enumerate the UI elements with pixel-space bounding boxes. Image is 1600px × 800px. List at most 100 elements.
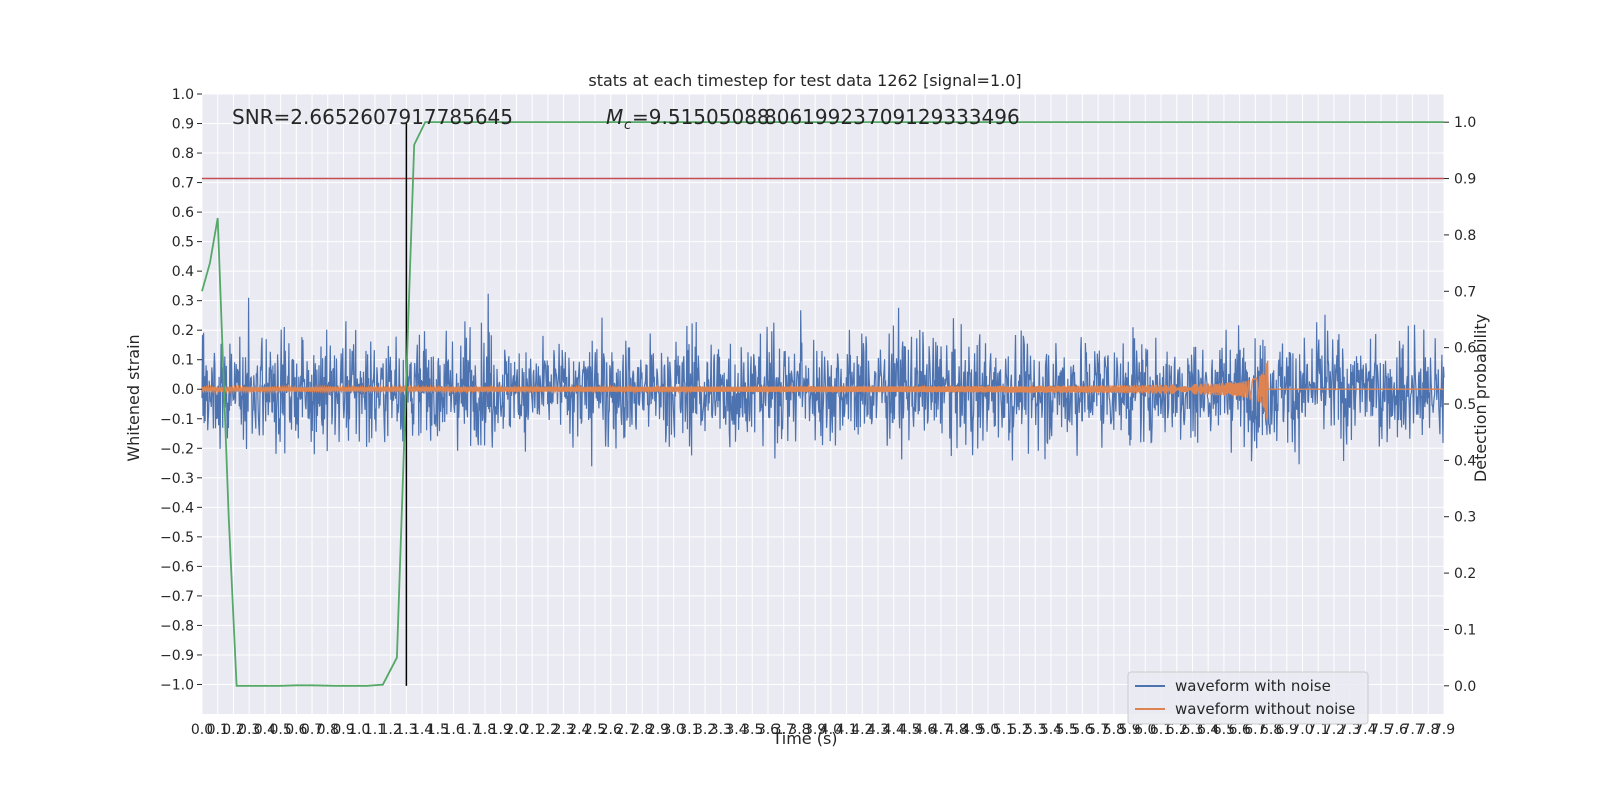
x-tick-label: 5.3 [1024,722,1046,738]
x-tick-label: 5.9 [1118,722,1140,738]
mc-value-b: 80619923 [764,105,866,129]
x-tick-label: 7.1 [1307,722,1329,738]
y-tick-label-left: −0.7 [160,589,194,605]
x-tick-label: 6.5 [1213,722,1235,738]
x-tick-label: 1.5 [427,722,449,738]
x-tick-label: 4.5 [898,722,920,738]
y-tick-label-right: 0.8 [1454,228,1476,244]
right-y-axis-label: Detection probability [1471,314,1490,482]
y-tick-label-right: 0.7 [1454,284,1476,300]
clean-waveform [201,360,1444,419]
x-tick-label: 3.7 [773,722,795,738]
x-tick-label: 5.1 [993,722,1015,738]
x-tick-label: 5.7 [1087,722,1109,738]
y-tick-label-left: −0.5 [160,530,194,546]
x-tick-label: 2.8 [631,722,653,738]
x-tick-label: 3.0 [663,722,685,738]
x-tick-label: 6.2 [1166,722,1188,738]
x-tick-label: 5.4 [1040,722,1062,738]
x-tick-label: 7.7 [1401,722,1423,738]
x-tick-label: 2.3 [552,722,574,738]
x-tick-label: 0.2 [222,722,244,738]
y-tick-label-right: 0.3 [1454,510,1476,526]
x-tick-label: 1.4 [411,722,433,738]
mc-symbol: M [606,105,623,129]
x-tick-label: 2.4 [568,722,590,738]
x-tick-label: 4.0 [820,722,842,738]
x-tick-label: 7.8 [1417,722,1439,738]
y-tick-label-right: 0.2 [1454,566,1476,582]
snr-annotation: SNR=2.6652607917785645 [232,105,513,129]
y-tick-label-left: −0.6 [160,559,194,575]
mc-subscript: c [624,118,631,133]
y-tick-label-right: 0.4 [1454,453,1476,469]
left-y-axis-ticks: 1.0 0.9 0.8 0.7 0.6 0.5 0.4 0.3 0.2 0.1 0.0 −0.1 −0.… [160,87,202,693]
x-tick-label: 1.1 [364,722,386,738]
x-tick-label: 0.7 [301,722,323,738]
noise-waveform-line [201,293,1445,467]
y-tick-label-right: 0.6 [1454,341,1476,357]
x-tick-label: 3.9 [804,722,826,738]
x-tick-label: 4.6 [914,722,936,738]
y-tick-label-left: −0.4 [160,500,194,516]
x-tick-label: 4.4 [883,722,905,738]
y-tick-label-left: −0.8 [160,618,194,634]
x-tick-label: 6.0 [1134,722,1156,738]
x-tick-label: 7.0 [1291,722,1313,738]
x-tick-label: 7.4 [1354,722,1376,738]
legend-label-noise: waveform with noise [1175,677,1331,695]
x-tick-label: 2.5 [584,722,606,738]
x-tick-label: 1.2 [380,722,402,738]
x-tick-label: 6.8 [1260,722,1282,738]
x-tick-label: 3.5 [741,722,763,738]
x-tick-label: 0.5 [269,722,291,738]
x-tick-label: 4.7 [930,722,952,738]
x-tick-label: 3.3 [710,722,732,738]
x-tick-label: 4.9 [961,722,983,738]
x-tick-label: 1.7 [458,722,480,738]
left-y-axis-label: Whitened strain [124,334,143,461]
y-tick-label-left: 0.2 [172,323,194,339]
x-tick-label: 3.8 [788,722,810,738]
x-tick-label: 6.7 [1244,722,1266,738]
y-tick-label-left: −1.0 [160,677,194,693]
mc-value-a: =9.51505088 [632,105,770,129]
y-tick-label-left: 0.6 [172,205,194,221]
x-tick-label: 0.1 [207,722,229,738]
y-tick-label-right: 1.0 [1454,115,1476,131]
x-tick-label: 1.6 [442,722,464,738]
chart-title: stats at each timestep for test data 126… [588,71,1021,90]
noise-waveform [201,293,1445,467]
x-tick-label: 7.9 [1433,722,1455,738]
x-tick-label: 2.7 [615,722,637,738]
x-axis-label: Time (s) [771,729,837,748]
x-tick-label: 4.2 [851,722,873,738]
x-tick-label: 0.6 [285,722,307,738]
x-tick-label: 1.8 [474,722,496,738]
x-tick-label: 4.3 [867,722,889,738]
x-tick-label: 2.0 [505,722,527,738]
x-tick-label: 2.6 [600,722,622,738]
legend-label-clean: waveform without noise [1175,700,1355,718]
y-tick-label-left: −0.1 [160,412,194,428]
clean-waveform-line [201,360,1444,419]
y-tick-label-left: −0.2 [160,441,194,457]
x-tick-label: 6.6 [1228,722,1250,738]
mc-value-c: 709129333496 [867,105,1020,129]
x-tick-label: 7.3 [1339,722,1361,738]
y-tick-label-right: 0.1 [1454,622,1476,638]
x-tick-label: 1.9 [490,722,512,738]
x-axis-ticks: 0.00.10.20.30.40.50.60.70.80.91.01.11.21… [191,722,1455,738]
x-tick-label: 7.5 [1370,722,1392,738]
y-tick-label-left: 0.7 [172,176,194,192]
y-tick-label-right: 0.5 [1454,397,1476,413]
x-tick-label: 3.1 [678,722,700,738]
x-tick-label: 6.1 [1150,722,1172,738]
right-y-axis-ticks: 1.0 0.9 0.8 0.7 0.6 0.5 0.4 0.3 0.2 0.1 0.0 [1444,115,1476,695]
y-tick-label-left: −0.9 [160,648,194,664]
x-tick-label: 2.1 [521,722,543,738]
x-tick-label: 3.4 [725,722,747,738]
y-tick-label-left: 0.3 [172,294,194,310]
x-tick-label: 5.6 [1071,722,1093,738]
x-tick-label: 0.3 [238,722,260,738]
